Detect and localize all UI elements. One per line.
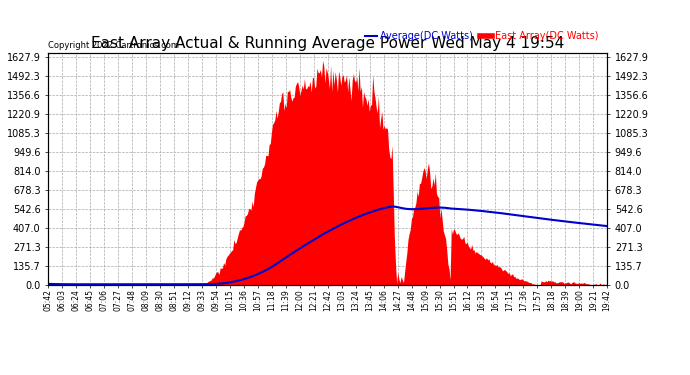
Legend: Average(DC Watts), East Array(DC Watts): Average(DC Watts), East Array(DC Watts) <box>362 27 602 45</box>
Text: Copyright 2022 Cartronics.com: Copyright 2022 Cartronics.com <box>48 41 179 50</box>
Title: East Array Actual & Running Average Power Wed May 4 19:54: East Array Actual & Running Average Powe… <box>91 36 564 51</box>
